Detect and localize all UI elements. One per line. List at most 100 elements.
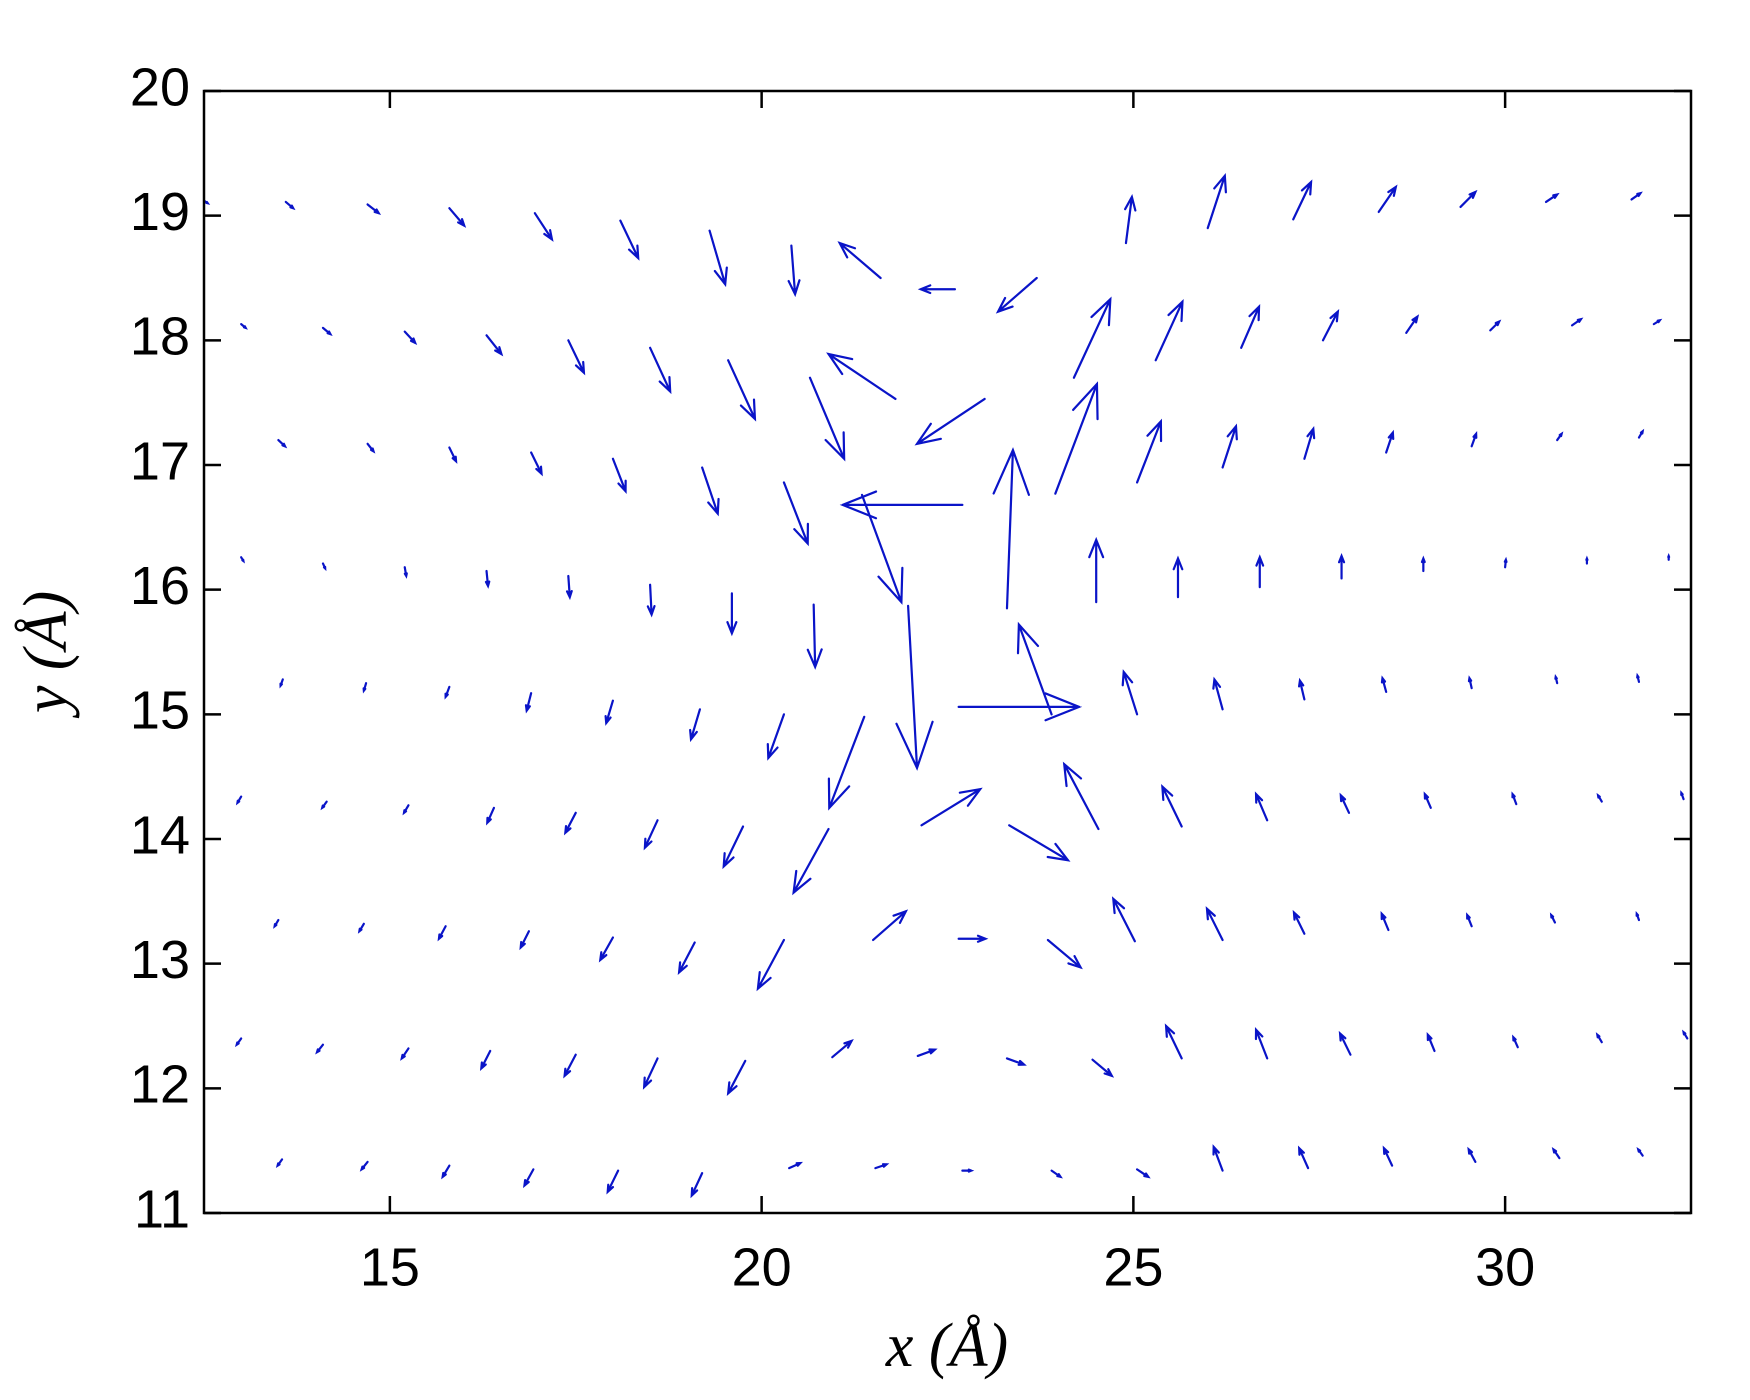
arrow [1088,536,1105,604]
arrow [1551,1146,1561,1160]
arrow [831,1039,854,1059]
arrow [708,229,728,288]
arrow [1682,1029,1689,1040]
arrow [1380,911,1390,932]
arrow [1062,761,1100,831]
arrow [1636,672,1641,684]
arrow [448,446,458,464]
arrow [649,346,672,395]
arrow [1544,192,1560,204]
arrow [1377,184,1398,214]
x-tick-label: 30 [1475,1237,1535,1297]
arrow [788,1161,803,1170]
arrow [444,685,451,700]
arrow [619,219,640,261]
arrow [240,323,248,330]
arrow [1255,554,1265,589]
arrow [792,827,830,896]
arrow [1205,906,1224,942]
arrow [1297,1145,1310,1170]
arrow [1337,553,1346,580]
arrow [1292,909,1306,935]
arrow [359,1160,369,1172]
arrow [1303,426,1316,460]
arrow [1212,676,1224,711]
x-axis-label: x (Å) [885,1312,1008,1380]
arrow [827,715,866,811]
arrow [726,592,738,637]
arrow [1467,1146,1477,1163]
arrow [1321,309,1340,342]
arrow [606,1169,620,1195]
arrow [235,795,243,806]
arrow [914,397,986,446]
arrow [1549,912,1557,924]
arrow [1503,556,1508,569]
arrow [766,713,786,761]
y-tick-label: 15 [130,681,190,741]
arrow [726,1059,747,1096]
arrow [837,241,882,280]
arrow [1091,1058,1115,1078]
arrow [1046,938,1083,970]
arrow [437,925,447,942]
arrow [315,1043,325,1055]
arrow [403,566,408,579]
arrow [1054,381,1099,495]
arrow [486,806,496,826]
arrow [961,1168,975,1173]
arrow [756,938,786,992]
arrow [806,603,823,670]
arrow [1016,621,1053,716]
y-tick-label: 16 [130,556,190,616]
arrow [1254,1026,1269,1060]
y-tick-label: 18 [130,307,190,367]
arrow [273,918,280,929]
arrow [1161,783,1183,828]
arrow [1554,674,1559,685]
arrow [995,276,1038,314]
arrow [917,284,957,295]
arrow [826,352,897,401]
arrow [1426,1031,1436,1053]
arrow [567,339,586,376]
arrow [839,490,964,520]
plot-area [202,172,1689,1199]
arrow [524,692,533,714]
arrow [1636,1147,1644,1157]
arrow [275,1158,284,1169]
arrow [1595,1032,1603,1044]
arrow [284,200,296,211]
arrow [1382,1145,1394,1167]
arrow [920,787,983,827]
arrow [1154,298,1184,362]
arrow [362,682,368,694]
arrow [277,438,288,449]
arrow [1292,179,1313,221]
arrow [1008,824,1071,862]
arrow [1467,675,1473,690]
arrow [366,203,382,216]
arrow [1254,791,1269,822]
arrow [1072,296,1112,379]
arrow [441,1164,451,1180]
y-tick-label: 20 [130,57,190,117]
arrow [1172,555,1184,599]
arrow [1680,790,1685,801]
arrow [992,447,1030,610]
arrow [1240,303,1261,349]
arrow [957,692,1083,722]
arrow [563,1053,577,1079]
arrow [895,604,934,771]
arrow [1585,555,1589,565]
arrow [479,1049,492,1072]
y-tick-label: 13 [130,930,190,990]
arrow [1459,189,1478,209]
arrow [604,699,615,726]
arrow [1570,317,1584,327]
arrow [722,825,745,870]
arrow [1206,172,1227,230]
y-tick-label: 19 [130,182,190,242]
arrow [530,451,543,477]
